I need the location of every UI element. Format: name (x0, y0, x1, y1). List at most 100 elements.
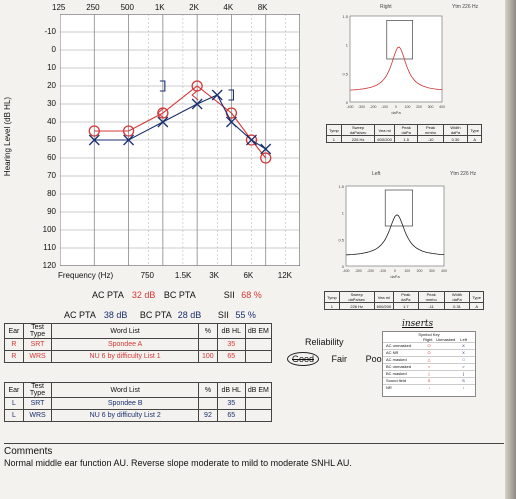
table-cell (198, 397, 218, 410)
tymp-curve (345, 214, 445, 256)
reliability-label: Reliability (305, 337, 344, 347)
tymp-x-tick: -200 (367, 269, 374, 273)
comments-text: Normal middle ear function AU. Reverse s… (4, 458, 352, 468)
tymp-table-cell: 0.30 (442, 135, 469, 143)
tymp-right-table: Tymp Sweep daPa/sec Vea ml Peak daPa Peak mm… (326, 124, 482, 143)
tymp-table-header: Tymp (326, 124, 342, 136)
left-ear-point (211, 89, 223, 101)
tymp-y-tick: 0.5 (338, 237, 344, 242)
symbol-key-row: AC unmasked O X (383, 342, 475, 349)
table-row: L SRT Spondee B 35 (4, 397, 273, 410)
tymp-table-header: Type (469, 291, 484, 303)
left-bone-point (228, 89, 234, 101)
tymp-table-header: Tymp (324, 291, 340, 303)
table-cell: 92 (198, 409, 218, 422)
hl-tick: 40 (47, 117, 56, 126)
symbol-key-row: BC masked[] (383, 370, 475, 377)
reliability-good: Good (287, 352, 320, 366)
speech-header: Test Type (22, 323, 53, 339)
speech-table-left: Ear Test Type Word List% dB HL dB EM L SRT Spon… (4, 382, 273, 422)
speech-header: Word List (51, 382, 200, 398)
tymp-table-cell: -11 (417, 302, 445, 310)
tymp-table-cell: A (467, 135, 482, 143)
symbol-key-row: Sound field S S (383, 377, 475, 384)
table-cell: WRS (22, 350, 53, 363)
tymp-x-tick: -100 (381, 105, 388, 109)
ac-pta-label: AC PTA (64, 310, 96, 320)
left-ear-point (225, 116, 237, 128)
tympanogram-right: 1.510.50-400 -300 -200 -100 0 100 200 300 400daP… (342, 14, 445, 115)
freq-top-tick: 4K (223, 3, 234, 12)
tymp-x-label: daPa (390, 274, 400, 279)
left-ear-point (260, 143, 272, 155)
table-cell (244, 338, 273, 351)
bc-pta-value-left: 28 dB (177, 310, 202, 320)
table-cell: L (4, 397, 24, 410)
hl-tick: 50 (47, 135, 56, 144)
table-row: R SRT Spondee A 35 (4, 338, 273, 351)
speech-header: % (198, 382, 218, 398)
frequency-axis-label: Frequency (Hz) (58, 271, 114, 280)
freq-bottom-tick: 3K (209, 271, 219, 280)
table-cell (244, 397, 273, 410)
table-cell: L (4, 409, 24, 422)
left-ear-point (88, 134, 100, 146)
freq-top-tick: 250 (86, 3, 100, 12)
speech-header: Ear (4, 323, 24, 339)
table-cell: R (4, 338, 24, 351)
tymp-x-tick: -100 (379, 269, 386, 273)
freq-bottom-tick: 12K (277, 271, 292, 280)
hl-tick: -10 (44, 27, 56, 36)
hl-tick: 90 (47, 207, 56, 216)
tymp-x-tick: 400 (441, 269, 447, 273)
symbol-key-rows: Right Unmasked Left AC unmasked O X AC NR O X … (383, 337, 475, 391)
tymp-table-cell: A (469, 302, 484, 310)
symbol-key-box: Symbol Key Right Unmasked Left AC unmasked… (382, 331, 476, 397)
tymp-left-title: Left (372, 171, 381, 177)
tymp-y-tick: 1 (342, 211, 345, 216)
tymp-x-tick: -200 (369, 105, 376, 109)
table-cell: NU 6 by difficulty List 1 (51, 350, 199, 363)
table-cell (197, 338, 218, 351)
freq-bottom-tick: 6K (243, 271, 254, 280)
comments-divider (4, 443, 504, 444)
tymp-table-cell: 600/200 (373, 302, 395, 310)
ac-pta-label: AC PTA (92, 290, 124, 300)
speech-header: Test Type (22, 382, 53, 398)
tymp-y-tick: 0 (346, 100, 349, 105)
bc-pta-label: BC PTA (163, 290, 196, 300)
normal-range-box (386, 20, 413, 60)
table-cell: 35 (216, 397, 246, 410)
table-cell: SRT (22, 397, 53, 410)
tymp-x-tick: 200 (416, 105, 422, 109)
sii-label: SII (223, 290, 235, 300)
tymp-x-tick: 300 (429, 269, 435, 273)
hl-tick: 30 (47, 99, 56, 108)
speech-header: dB EM (244, 323, 273, 339)
table-cell (244, 350, 273, 363)
symbol-key-row: NR ↓ ↓ (383, 384, 475, 391)
hl-tick: 120 (42, 261, 56, 270)
tymp-right-ytm: Ytm 226 Hz (452, 4, 479, 10)
tymp-table-cell: 0.31 (443, 302, 471, 310)
right-ear-point (245, 134, 258, 146)
freq-top-tick: 125 (52, 3, 66, 12)
hl-tick: 70 (47, 171, 56, 180)
tymp-y-tick: 1.5 (338, 184, 344, 189)
tymp-table-cell: 1 (326, 135, 342, 143)
tymp-table-header: Vea ml (373, 291, 395, 303)
table-cell: R (4, 350, 24, 363)
table-cell: 65 (216, 350, 246, 363)
tymp-table-cell: 226 Hz (340, 135, 376, 143)
tymp-table-cell: -10 (417, 135, 444, 143)
tymp-left-ytm: Ytm 226 Hz (450, 171, 477, 177)
table-cell: NU 6 by difficulty List 2 (51, 409, 200, 422)
normal-range-box (384, 189, 413, 227)
left-ear-point (157, 116, 169, 128)
symbol-key-row: AC NR O X (383, 349, 475, 356)
hl-tick: 20 (47, 81, 56, 90)
tymp-table-cell: 1.7 (393, 302, 419, 310)
hl-tick: 110 (43, 243, 56, 252)
table-row: L WRS NU 6 by difficulty List 2 92 65 (4, 409, 273, 422)
tymp-x-tick: -400 (346, 105, 353, 109)
